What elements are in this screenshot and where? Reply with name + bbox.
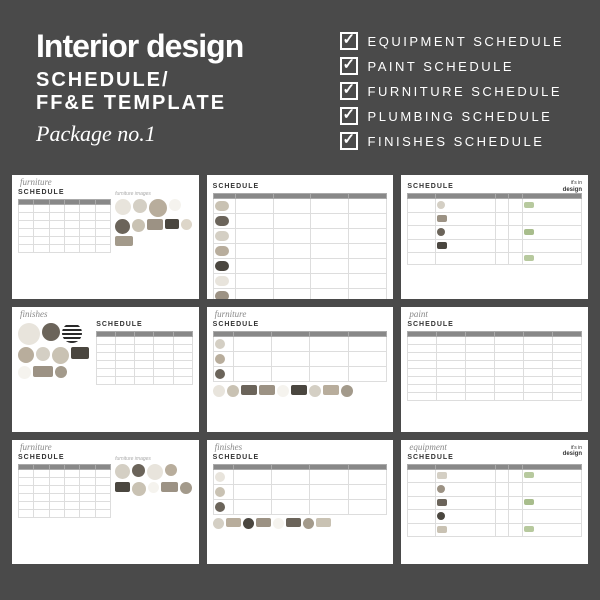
card-label: paint bbox=[409, 309, 428, 319]
check-label: EQUIPMENT SCHEDULE bbox=[368, 34, 564, 49]
check-item: PAINT SCHEDULE bbox=[340, 57, 564, 75]
template-grid: furniture SCHEDULE furniture images bbox=[0, 175, 600, 576]
template-card: finishes SCHEDULE bbox=[207, 440, 394, 564]
mini-table bbox=[18, 464, 111, 518]
check-item: EQUIPMENT SCHEDULE bbox=[340, 32, 564, 50]
mini-table bbox=[407, 464, 582, 537]
card-label: equipment bbox=[409, 442, 447, 452]
mini-table bbox=[407, 331, 582, 401]
card-title: SCHEDULE bbox=[407, 321, 582, 328]
checkbox-icon bbox=[340, 32, 358, 50]
swatch-title: furniture images bbox=[115, 191, 193, 197]
swatch-panel: furniture images bbox=[115, 446, 193, 558]
mini-table bbox=[213, 331, 388, 382]
checkbox-icon bbox=[340, 82, 358, 100]
template-card: paint SCHEDULE bbox=[401, 307, 588, 431]
package-label: Package no.1 bbox=[36, 121, 300, 147]
check-item: FINISHES SCHEDULE bbox=[340, 132, 564, 150]
subtitle-line-1: SCHEDULE/ bbox=[36, 69, 300, 92]
checkbox-icon bbox=[340, 132, 358, 150]
checkbox-icon bbox=[340, 57, 358, 75]
logo: it's indesign bbox=[563, 181, 582, 193]
card-title: SCHEDULE bbox=[96, 321, 192, 328]
card-label: finishes bbox=[20, 309, 48, 319]
check-label: PLUMBING SCHEDULE bbox=[368, 109, 553, 124]
check-item: FURNITURE SCHEDULE bbox=[340, 82, 564, 100]
template-card: furniture SCHEDULE bbox=[207, 307, 394, 431]
template-card: furniture SCHEDULE furniture images bbox=[12, 440, 199, 564]
card-title: SCHEDULE bbox=[407, 183, 582, 190]
swatch-panel: furniture images bbox=[115, 181, 193, 293]
card-label: furniture bbox=[215, 309, 247, 319]
moodboard bbox=[18, 313, 92, 425]
header-left: Interior design SCHEDULE/ FF&E TEMPLATE … bbox=[36, 28, 300, 157]
mini-table bbox=[407, 193, 582, 265]
subtitle-line-2: FF&E TEMPLATE bbox=[36, 92, 300, 115]
card-title: SCHEDULE bbox=[18, 454, 111, 461]
template-card: finishes SCHEDULE bbox=[12, 307, 199, 431]
check-item: PLUMBING SCHEDULE bbox=[340, 107, 564, 125]
template-card: furniture SCHEDULE furniture images bbox=[12, 175, 199, 299]
mini-table bbox=[18, 199, 111, 253]
card-label: finishes bbox=[215, 442, 243, 452]
checkbox-icon bbox=[340, 107, 358, 125]
header: Interior design SCHEDULE/ FF&E TEMPLATE … bbox=[0, 0, 600, 175]
mini-table bbox=[213, 464, 388, 515]
mini-table bbox=[96, 331, 192, 385]
main-title: Interior design bbox=[36, 28, 300, 65]
check-label: FINISHES SCHEDULE bbox=[368, 134, 545, 149]
card-title: SCHEDULE bbox=[213, 183, 388, 190]
mini-table bbox=[213, 193, 388, 299]
template-card: equipment SCHEDULE it's indesign bbox=[401, 440, 588, 564]
template-card: SCHEDULE bbox=[207, 175, 394, 299]
swatch-row bbox=[213, 518, 388, 529]
card-label: furniture bbox=[20, 177, 52, 187]
check-label: PAINT SCHEDULE bbox=[368, 59, 515, 74]
swatch-row bbox=[213, 385, 388, 397]
card-title: SCHEDULE bbox=[213, 454, 388, 461]
card-label: furniture bbox=[20, 442, 52, 452]
card-title: SCHEDULE bbox=[18, 189, 111, 196]
card-title: SCHEDULE bbox=[213, 321, 388, 328]
checklist: EQUIPMENT SCHEDULE PAINT SCHEDULE FURNIT… bbox=[340, 28, 564, 157]
template-card: SCHEDULE it's indesign bbox=[401, 175, 588, 299]
logo: it's indesign bbox=[563, 446, 582, 458]
swatch-title: furniture images bbox=[115, 456, 193, 462]
check-label: FURNITURE SCHEDULE bbox=[368, 84, 563, 99]
card-title: SCHEDULE bbox=[407, 454, 582, 461]
